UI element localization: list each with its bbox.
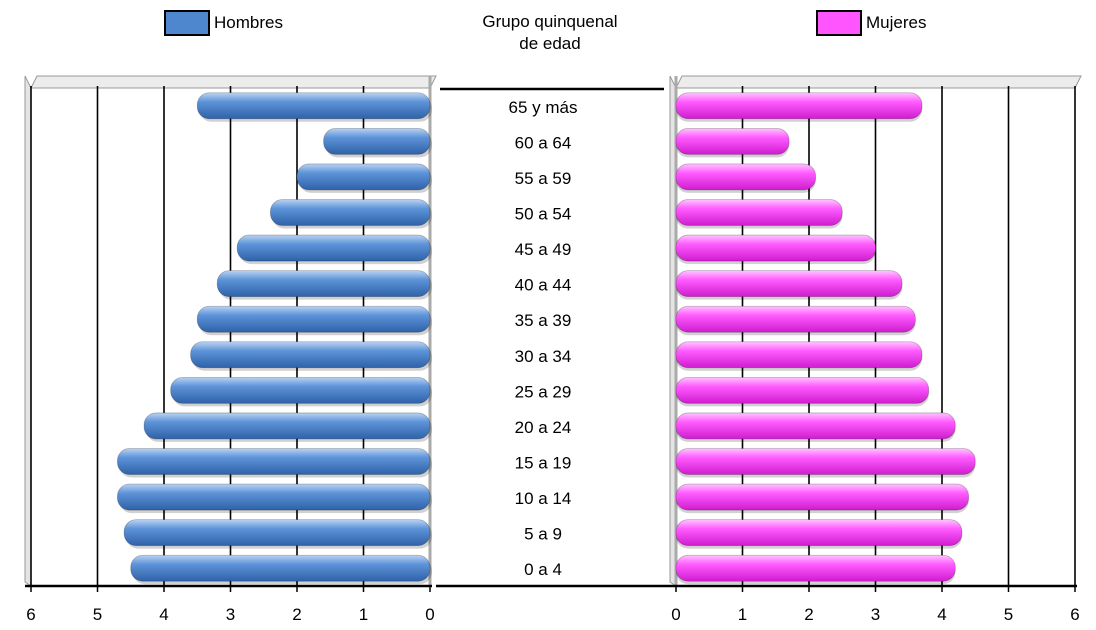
mujeres-tick-label-3: 3	[871, 605, 880, 624]
hombres-tick-label-2: 2	[292, 605, 301, 624]
bar-mujeres-9	[675, 412, 956, 440]
bar-hombres-5	[216, 270, 431, 298]
hombres-tick-label-3: 3	[226, 605, 235, 624]
legend-swatch-mujeres	[816, 10, 862, 36]
age-group-label-6: 35 a 39	[515, 311, 572, 330]
bar-mujeres-11	[675, 483, 970, 511]
bar-mujeres-10	[675, 448, 976, 475]
bar-mujeres-13	[675, 554, 956, 582]
hombres-tick-label-6: 6	[26, 605, 35, 624]
bar-mujeres-0	[675, 92, 923, 120]
age-group-label-1: 60 a 64	[515, 133, 572, 152]
hombres-tick-label-0: 0	[425, 605, 434, 624]
mujeres-tick-label-4: 4	[937, 605, 946, 624]
bar-hombres-7	[190, 341, 431, 369]
age-group-label-11: 10 a 14	[515, 489, 572, 508]
bar-hombres-2	[296, 163, 431, 191]
mujeres-panel-top-wall	[675, 75, 1082, 89]
bar-mujeres-7	[675, 341, 923, 369]
age-group-label-2: 55 a 59	[515, 169, 572, 188]
legend-swatch-hombres	[164, 10, 210, 36]
age-group-label-7: 30 a 34	[515, 347, 572, 366]
center-title: Grupo quinquenal de edad	[440, 11, 660, 55]
bar-hombres-0	[196, 92, 431, 120]
bar-hombres-9	[143, 412, 431, 440]
bar-hombres-8	[170, 376, 431, 404]
age-group-label-10: 15 a 19	[515, 454, 572, 473]
age-group-label-4: 45 a 49	[515, 240, 572, 259]
legend-label-mujeres: Mujeres	[866, 13, 927, 32]
bar-mujeres-6	[675, 305, 916, 333]
age-group-label-12: 5 a 9	[524, 525, 562, 544]
mujeres-tick-label-6: 6	[1070, 605, 1079, 624]
age-group-label-8: 25 a 29	[515, 382, 572, 401]
age-group-label-5: 40 a 44	[515, 276, 572, 295]
bar-mujeres-2	[675, 163, 817, 191]
legend-hombres: Hombres	[164, 10, 283, 36]
hombres-panel-top-wall	[30, 75, 437, 89]
age-group-label-13: 0 a 4	[524, 560, 562, 579]
hombres-panel-left-wall	[24, 75, 32, 587]
bar-hombres-10	[117, 448, 431, 475]
mujeres-tick-label-0: 0	[671, 605, 680, 624]
bar-mujeres-8	[675, 376, 930, 404]
age-group-label-3: 50 a 54	[515, 205, 572, 224]
bar-mujeres-12	[675, 519, 963, 547]
hombres-tick-label-1: 1	[359, 605, 368, 624]
bar-hombres-1	[323, 127, 431, 155]
age-group-label-0: 65 y más	[509, 98, 578, 117]
bar-hombres-4	[236, 234, 431, 262]
center-title-line-2: de edad	[519, 34, 581, 53]
hombres-tick-label-4: 4	[159, 605, 168, 624]
bar-mujeres-3	[675, 199, 843, 226]
bar-hombres-12	[123, 519, 431, 547]
mujeres-tick-label-2: 2	[804, 605, 813, 624]
hombres-tick-label-5: 5	[93, 605, 102, 624]
bar-hombres-11	[117, 483, 431, 511]
bar-hombres-6	[196, 305, 431, 333]
bar-mujeres-5	[675, 270, 903, 298]
mujeres-tick-label-1: 1	[738, 605, 747, 624]
bar-hombres-3	[269, 199, 431, 226]
center-title-line-1: Grupo quinquenal	[482, 12, 618, 31]
bar-hombres-13	[130, 554, 431, 582]
bar-mujeres-4	[675, 234, 876, 262]
legend-mujeres: Mujeres	[816, 10, 926, 36]
age-group-label-9: 20 a 24	[515, 418, 572, 437]
mujeres-tick-label-5: 5	[1004, 605, 1013, 624]
legend-label-hombres: Hombres	[214, 13, 283, 32]
bar-mujeres-1	[675, 127, 790, 155]
